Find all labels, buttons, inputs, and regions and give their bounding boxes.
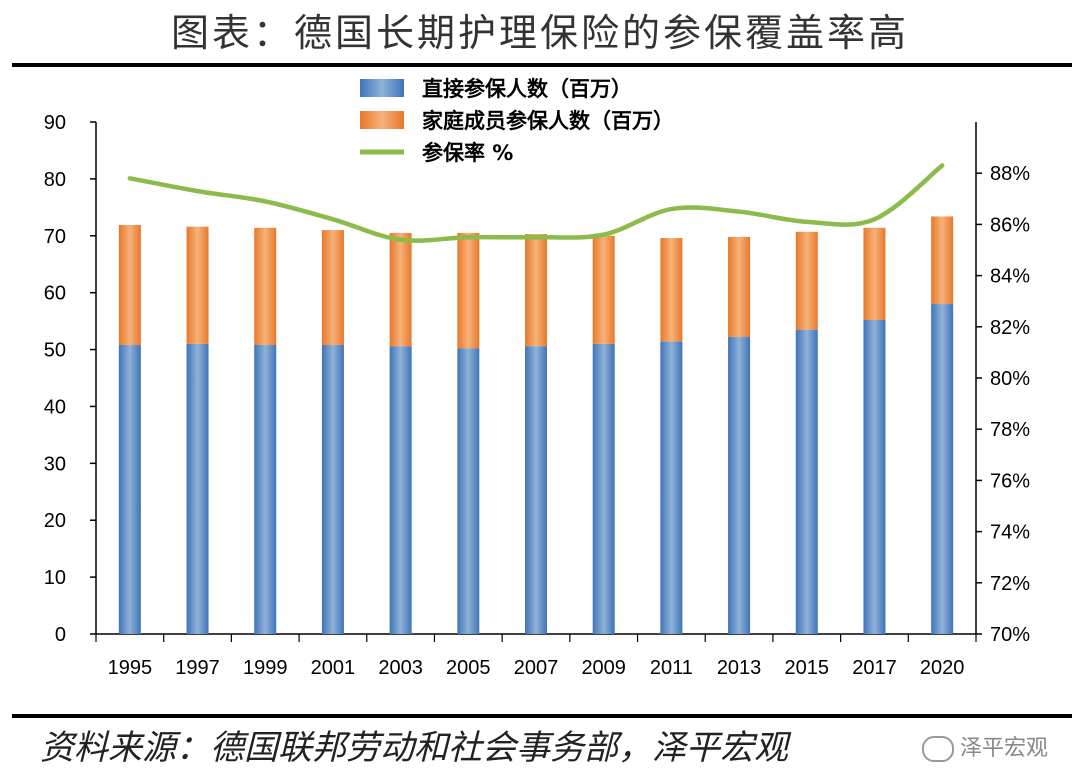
- y-tick-left-label: 40: [44, 396, 66, 418]
- legend-label: 参保率 %: [422, 141, 513, 165]
- watermark-text: 泽平宏观: [959, 736, 1048, 761]
- bar-family: [592, 235, 615, 344]
- y-tick-right-label: 86%: [990, 214, 1030, 236]
- y-tick-left-label: 10: [44, 567, 66, 589]
- bar-direct: [525, 346, 547, 634]
- y-tick-right-label: 74%: [990, 522, 1030, 544]
- bar-direct: [254, 345, 277, 634]
- y-tick-right-label: 70%: [990, 624, 1030, 646]
- legend-label: 直接参保人数（百万）: [422, 77, 632, 101]
- bar-family: [321, 230, 344, 346]
- bar-family: [254, 227, 277, 346]
- chart-title: 图表：德国长期护理保险的参保覆盖率高: [170, 11, 909, 55]
- y-tick-right-label: 82%: [990, 317, 1030, 339]
- bar-direct: [118, 345, 141, 634]
- x-tick-label: 2020: [920, 657, 965, 679]
- x-tick-label: 1997: [175, 657, 220, 679]
- y-tick-right-label: 80%: [990, 368, 1030, 390]
- legend-label: 家庭成员参保人数（百万）: [422, 109, 674, 133]
- legend-swatch-family: [360, 111, 404, 129]
- wechat-icon: [921, 736, 954, 762]
- bar-direct: [931, 304, 954, 634]
- y-tick-left-label: 60: [44, 283, 66, 305]
- y-tick-right-label: 72%: [990, 573, 1030, 595]
- rate-line: [127, 163, 945, 243]
- y-tick-left-label: 80: [44, 169, 66, 191]
- x-tick-label: 2013: [717, 657, 762, 679]
- x-tick-label: 1995: [108, 657, 153, 679]
- x-tick-label: 1999: [243, 657, 288, 679]
- bar-family: [186, 226, 209, 344]
- y-tick-left-label: 50: [44, 340, 66, 362]
- bar-family: [795, 231, 818, 330]
- bar-family: [728, 236, 751, 338]
- bar-direct: [660, 341, 683, 634]
- x-tick-label: 2011: [650, 657, 693, 679]
- y-tick-left-label: 0: [55, 624, 66, 646]
- bar-direct: [592, 343, 615, 634]
- x-tick-label: 2015: [785, 657, 830, 679]
- y-tick-left-label: 20: [44, 510, 66, 532]
- y-tick-left-label: 30: [44, 453, 66, 475]
- x-tick-label: 2003: [378, 657, 423, 679]
- bar-direct: [795, 329, 818, 634]
- top-rule: [12, 63, 1072, 67]
- bar-direct: [863, 319, 886, 634]
- bar-family: [525, 234, 547, 347]
- bar-direct: [728, 337, 751, 634]
- chart-area: 0 10 20 30 40 50 60 70 80 90 70% 72% 74% 76% 78% 80% 82%…: [44, 77, 1030, 679]
- source-note: 资料来源：德国联邦劳动和社会事务部，泽平宏观: [40, 728, 788, 768]
- bar-family: [389, 232, 412, 347]
- x-tick-label: 2001: [311, 657, 356, 679]
- x-tick-label: 2007: [514, 657, 559, 679]
- bar-family: [660, 238, 683, 342]
- y-tick-right-label: 76%: [990, 470, 1030, 492]
- y-tick-right-label: 88%: [990, 163, 1030, 185]
- bar-family: [457, 232, 480, 349]
- bar-direct: [321, 345, 344, 634]
- y-tick-left-label: 90: [44, 112, 66, 134]
- x-tick-label: 2005: [446, 657, 491, 679]
- bar-direct: [457, 348, 480, 634]
- bar-direct: [186, 343, 209, 634]
- watermark: 泽平宏观: [921, 730, 1048, 762]
- x-tick-label: 2017: [852, 657, 897, 679]
- bar-direct: [389, 346, 412, 634]
- bar-family: [931, 216, 954, 305]
- y-tick-right-label: 78%: [990, 419, 1030, 441]
- legend-swatch-direct: [360, 79, 404, 97]
- bar-family: [118, 224, 141, 346]
- bottom-rule: [12, 714, 1072, 718]
- x-tick-label: 2009: [581, 657, 626, 679]
- y-tick-right-label: 84%: [990, 266, 1030, 288]
- y-tick-left-label: 70: [44, 226, 66, 248]
- bar-family: [863, 227, 886, 320]
